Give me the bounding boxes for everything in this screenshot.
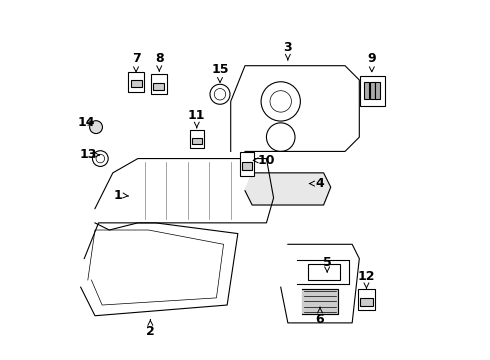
Polygon shape [281, 244, 359, 323]
Text: 7: 7 [132, 52, 141, 72]
Bar [308, 264, 340, 280]
Text: 12: 12 [358, 270, 375, 289]
Bar [375, 82, 380, 99]
Text: 6: 6 [316, 307, 324, 326]
Text: 14: 14 [77, 116, 95, 129]
Bar [369, 82, 375, 99]
Bar [128, 72, 145, 91]
Text: 11: 11 [188, 109, 205, 128]
Polygon shape [81, 223, 238, 316]
Bar [364, 82, 369, 99]
Polygon shape [297, 260, 348, 284]
Bar [190, 130, 204, 148]
Bar [150, 75, 167, 94]
Polygon shape [245, 173, 331, 205]
Text: 2: 2 [146, 320, 155, 338]
Text: 9: 9 [368, 52, 376, 72]
Text: 8: 8 [155, 52, 164, 71]
Text: 4: 4 [310, 177, 324, 190]
Text: 15: 15 [211, 63, 229, 82]
Polygon shape [302, 289, 338, 314]
Circle shape [90, 121, 102, 134]
Bar [242, 162, 252, 170]
Text: 10: 10 [253, 154, 275, 167]
Bar [358, 289, 375, 310]
Polygon shape [231, 66, 359, 152]
Polygon shape [95, 158, 273, 230]
Text: 5: 5 [323, 256, 332, 272]
Text: 1: 1 [114, 189, 128, 202]
Text: 13: 13 [79, 148, 99, 162]
Bar [240, 152, 254, 176]
Bar [360, 76, 385, 106]
Bar [360, 298, 373, 306]
Bar [192, 138, 202, 144]
Circle shape [93, 151, 108, 166]
Bar [131, 80, 142, 87]
Bar [153, 83, 164, 90]
Circle shape [210, 84, 230, 104]
Text: 3: 3 [284, 41, 292, 60]
